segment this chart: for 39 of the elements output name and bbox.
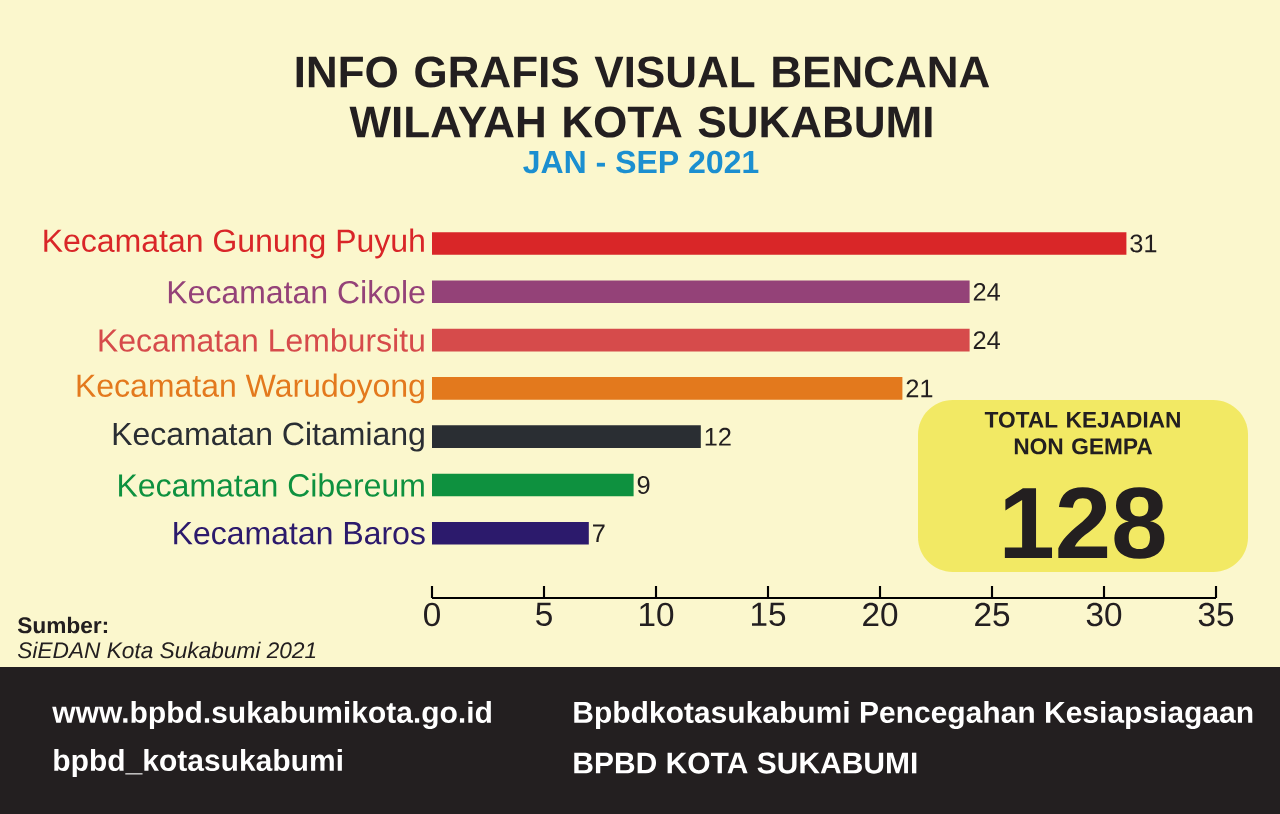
text: www.bpbd.sukabumikota.go.id <box>52 700 491 730</box>
bar <box>432 280 970 304</box>
text: SiEDAN Kota Sukabumi 2021 <box>17 641 316 659</box>
x-tick-label: 30 <box>1086 602 1122 627</box>
bar <box>432 377 903 400</box>
x-tick-label: 10 <box>640 602 674 627</box>
bar <box>432 521 589 545</box>
y-tick-label: Kecamatan Gunung Puyuh <box>44 228 424 259</box>
text: bpbd_kotasukabumi <box>54 749 342 777</box>
data-label: 24 <box>973 282 1000 301</box>
x-tick-label: 0 <box>424 602 440 627</box>
bar <box>432 232 1127 255</box>
x-tick-label: 5 <box>536 602 552 626</box>
y-tick-label: Kecamatan Cikole <box>168 280 425 304</box>
y-tick-label: Kecamatan Baros <box>174 522 425 545</box>
bar <box>432 425 701 449</box>
annotation: 128 <box>1004 487 1165 559</box>
x-tick-label: 25 <box>975 602 1010 627</box>
chart-title: INFO GRAFIS VISUAL BENCANA WILAYAH KOTA SUKABUMI <box>296 56 990 138</box>
data-label: 31 <box>1130 234 1157 253</box>
bar <box>432 328 970 352</box>
x-tick-label: 15 <box>752 602 786 626</box>
y-tick-label: Kecamatan Lembursitu <box>99 328 424 352</box>
text: Sumber: <box>17 616 108 634</box>
annotation: TOTAL KEJADIAN NON GEMPA <box>984 411 1180 455</box>
data-label: 12 <box>705 427 731 446</box>
data-label: 9 <box>637 476 650 494</box>
text: Bpbdkotasukabumi Pencegahan Kesiapsiagaan <box>574 700 1253 730</box>
x-tick-label: 35 <box>1198 602 1234 627</box>
bar <box>432 473 634 497</box>
chart-subtitle: JAN - SEP 2021 <box>523 150 759 174</box>
text: BPBD KOTA SUKABUMI <box>574 752 917 774</box>
data-label: 24 <box>973 331 1000 349</box>
y-tick-label: Kecamatan Warudoyong <box>77 373 424 404</box>
data-label: 7 <box>593 524 605 542</box>
data-label: 21 <box>906 379 933 398</box>
y-tick-label: Kecamatan Cibereum <box>119 473 424 497</box>
x-tick-label: 20 <box>863 602 898 627</box>
y-tick-label: Kecamatan Citamiang <box>113 421 424 452</box>
